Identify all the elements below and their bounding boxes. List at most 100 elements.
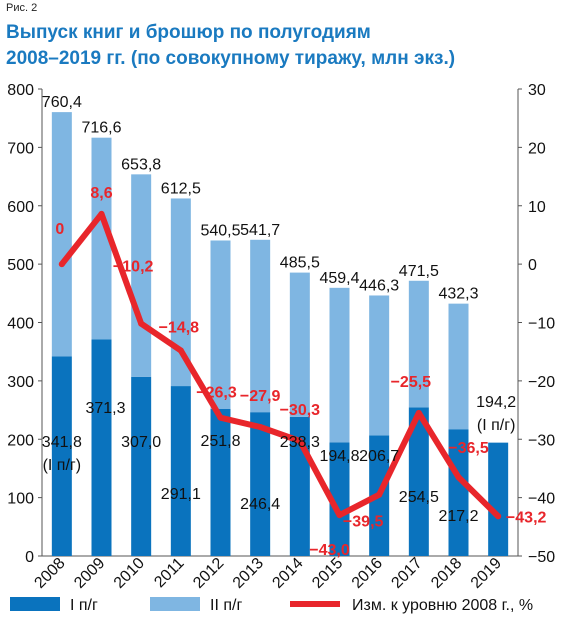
bar-h2	[91, 137, 112, 340]
left-tick-label: 700	[7, 140, 34, 157]
left-tick-label: 0	[25, 549, 34, 566]
change-point	[336, 512, 343, 519]
change-value-label: −27,9	[240, 388, 281, 405]
h1-value-label: 246,4	[240, 496, 280, 513]
bar-h2	[329, 287, 350, 443]
change-point	[217, 414, 224, 421]
x-tick-label: 2018	[428, 555, 465, 592]
bar-h1	[329, 442, 350, 556]
h1-value-label: 251,8	[200, 433, 240, 450]
bar-h1	[170, 386, 191, 556]
bar-h2	[289, 272, 310, 417]
chart-title-line1: Выпуск книг и брошюр по полугодиям	[6, 22, 371, 43]
right-tick-label: −20	[528, 374, 555, 391]
change-value-label: −43,2	[506, 509, 547, 526]
bar-h2	[250, 239, 271, 413]
x-tick-label: 2015	[309, 555, 346, 592]
left-tick-label: 100	[7, 491, 34, 508]
change-point	[177, 347, 184, 354]
right-tick-label: 10	[528, 199, 546, 216]
bar-h1	[131, 376, 152, 556]
right-tick-label: −30	[528, 432, 555, 449]
change-value-label: −26,3	[196, 385, 237, 402]
bar-h2	[210, 240, 231, 410]
bar-h1	[448, 429, 469, 556]
right-tick-label: −40	[528, 491, 555, 508]
figure-label: Рис. 2	[6, 2, 38, 14]
h1-value-label: 238,3	[280, 434, 320, 451]
bar-h1	[408, 407, 429, 556]
legend-label-h1: I п/г	[70, 597, 98, 614]
x-tick-label: 2012	[190, 555, 227, 592]
bar-h2	[369, 295, 390, 436]
change-value-label: 0	[55, 221, 64, 238]
change-line	[58, 210, 502, 520]
bar-h1	[51, 356, 72, 556]
right-tick-label: 20	[528, 140, 546, 157]
change-point	[495, 513, 502, 520]
h1-value-label: 254,5	[399, 489, 439, 506]
left-tick-label: 600	[7, 199, 34, 216]
chart-title: Выпуск книг и брошюр по полугодиям 2008–…	[6, 20, 566, 72]
change-value-label: −39,5	[343, 514, 384, 531]
change-point	[376, 491, 383, 498]
x-tick-label: 2019	[468, 555, 505, 592]
bar-h1	[91, 339, 112, 556]
bar-h1	[488, 442, 509, 556]
left-tick-label: 500	[7, 257, 34, 274]
change-point	[296, 438, 303, 445]
x-tick-label: 2014	[269, 555, 306, 592]
total-label: 459,4	[319, 270, 359, 287]
x-tick-label: 2013	[230, 555, 267, 592]
h1-value-label: 371,3	[85, 400, 125, 417]
change-point	[58, 261, 65, 268]
x-tick-label: 2009	[71, 555, 108, 592]
right-tick-label: −10	[528, 316, 555, 333]
bar-h2	[170, 198, 191, 387]
change-point	[455, 474, 462, 481]
bar-h2	[51, 112, 72, 357]
total-label: 653,8	[121, 156, 161, 173]
h1-note-label: (I п/г)	[43, 457, 82, 474]
h1-last-note-label: (I п/г)	[477, 417, 516, 434]
h1-value-label: 194,2	[476, 394, 516, 411]
change-value-label: 8,6	[90, 185, 112, 202]
chart-title-line2: 2008–2019 гг. (по совокупному тиражу, мл…	[6, 48, 456, 69]
bar-h1	[210, 409, 231, 556]
h1-value-label: 217,2	[438, 508, 478, 525]
right-tick-label: 0	[528, 257, 537, 274]
change-value-label: −14,8	[159, 320, 200, 337]
total-label: 541,7	[240, 222, 280, 239]
change-value-label: −36,5	[448, 440, 489, 457]
x-tick-label: 2011	[151, 555, 187, 591]
change-value-label: −25,5	[391, 374, 432, 391]
left-tick-label: 200	[7, 432, 34, 449]
change-point	[138, 320, 145, 327]
h1-value-label: 206,7	[359, 448, 399, 465]
h1-value-label: 194,8	[319, 448, 359, 465]
total-label: 540,5	[200, 222, 240, 239]
total-label: 612,5	[161, 180, 201, 197]
total-label: 446,3	[359, 277, 399, 294]
h1-value-label: 307,0	[121, 434, 161, 451]
change-value-label: −43,0	[309, 542, 350, 559]
legend-label-change: Изм. к уровню 2008 г., %	[352, 597, 533, 614]
total-label: 485,5	[280, 255, 320, 272]
change-point	[98, 210, 105, 217]
right-tick-label: −50	[528, 549, 555, 566]
legend-swatch-h1	[10, 597, 60, 611]
total-label: 471,5	[399, 263, 439, 280]
right-tick-label: 30	[528, 82, 546, 99]
x-tick-label: 2016	[349, 555, 386, 592]
change-value-label: −10,2	[113, 259, 154, 276]
change-value-label: −30,3	[280, 402, 321, 419]
change-point	[257, 423, 264, 430]
x-tick-label: 2017	[388, 555, 425, 592]
h1-value-label: 341,8	[42, 434, 82, 451]
x-tick-label: 2010	[111, 555, 148, 592]
x-tick-label: 2008	[31, 555, 68, 592]
bar-h2	[408, 280, 429, 408]
total-label: 716,6	[81, 120, 121, 137]
bar-h2	[448, 303, 469, 430]
